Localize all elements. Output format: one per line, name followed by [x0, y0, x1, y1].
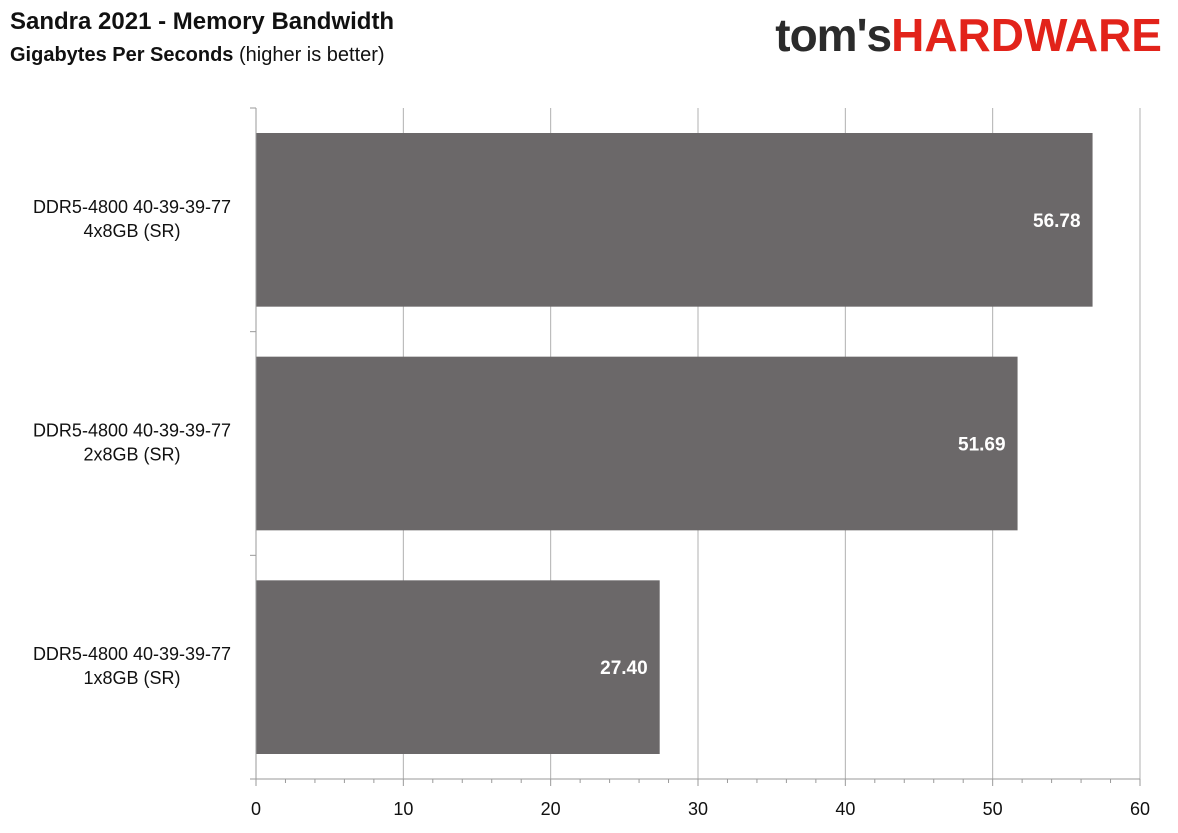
bar-0 — [256, 133, 1093, 307]
chart-subtitle: Gigabytes Per Seconds (higher is better) — [10, 44, 385, 67]
data-label-0: 56.78 — [1033, 211, 1081, 232]
category-label-2-line-1: 1x8GB (SR) — [83, 668, 180, 688]
x-tick-label-40: 40 — [835, 799, 855, 819]
x-tick-label-60: 60 — [1130, 799, 1150, 819]
logo-part-b: HARDWARE — [891, 9, 1162, 61]
toms-hardware-logo: tom'sHARDWARE — [775, 12, 1162, 58]
data-label-2: 27.40 — [600, 658, 648, 679]
category-label-1: DDR5-4800 40-39-39-77 2x8GB (SR) — [33, 421, 231, 465]
category-label-1-line-0: DDR5-4800 40-39-39-77 — [33, 421, 231, 441]
category-label-0-line-0: DDR5-4800 40-39-39-77 — [33, 197, 231, 217]
x-tick-label-0: 0 — [251, 799, 261, 819]
x-tick-label-30: 30 — [688, 799, 708, 819]
x-tick-label-10: 10 — [393, 799, 413, 819]
bar-1 — [256, 356, 1018, 531]
category-label-1-line-1: 2x8GB (SR) — [83, 445, 180, 465]
bar-2 — [256, 580, 660, 754]
chart-title: Sandra 2021 - Memory Bandwidth — [10, 8, 395, 35]
x-tick-label-20: 20 — [541, 799, 561, 819]
category-label-0-line-1: 4x8GB (SR) — [83, 221, 180, 241]
category-label-2: DDR5-4800 40-39-39-77 1x8GB (SR) — [33, 644, 231, 688]
subtitle-units: Gigabytes Per Seconds — [10, 44, 234, 66]
data-label-1: 51.69 — [958, 435, 1006, 456]
category-label-2-line-0: DDR5-4800 40-39-39-77 — [33, 644, 231, 664]
category-label-0: DDR5-4800 40-39-39-77 4x8GB (SR) — [33, 197, 231, 241]
subtitle-note: (higher is better) — [233, 44, 385, 66]
x-tick-label-50: 50 — [983, 799, 1003, 819]
logo-part-a: tom's — [775, 9, 892, 61]
